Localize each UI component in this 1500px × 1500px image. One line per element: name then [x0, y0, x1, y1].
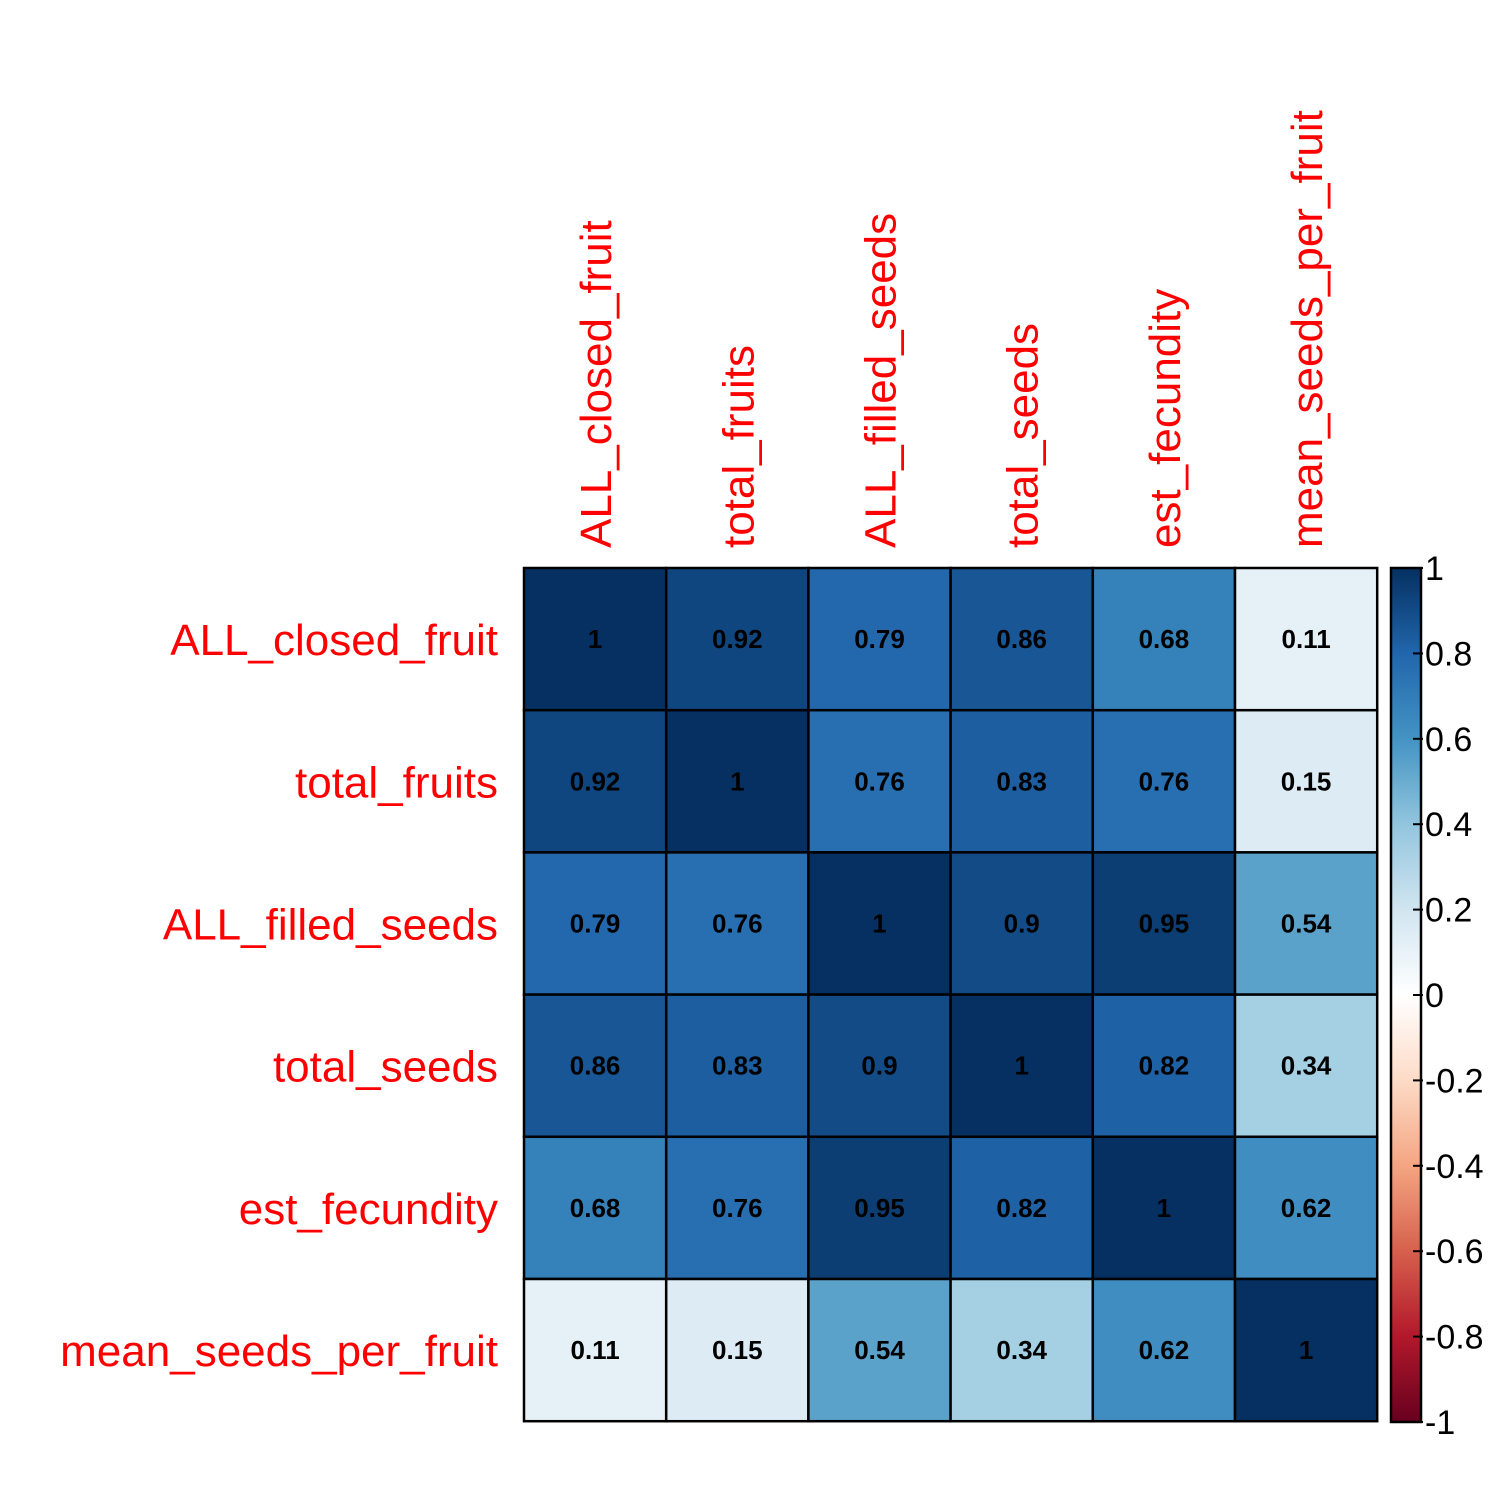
cell-value-label: 0.62 — [1281, 1193, 1332, 1223]
column-label: total_fruits — [714, 345, 763, 548]
column-label: total_seeds — [999, 323, 1048, 548]
cell-value-label: 0.86 — [996, 624, 1047, 654]
cell-value-label: 0.83 — [712, 1051, 763, 1081]
cell-value-label: 0.92 — [712, 624, 763, 654]
cell-value-label: 0.15 — [712, 1335, 763, 1365]
heatmap-cell — [949, 993, 1095, 1139]
heatmap-cell — [664, 993, 810, 1139]
cell-value-label: 0.34 — [1281, 1051, 1332, 1081]
cell-value-label: 0.76 — [1139, 766, 1190, 796]
heatmap-cell — [949, 851, 1095, 996]
heatmap-cell — [1091, 993, 1237, 1139]
colorbar-tick-label: 0 — [1425, 977, 1444, 1015]
heatmap-cell — [664, 708, 810, 854]
cell-value-label: 0.82 — [1139, 1051, 1190, 1081]
heatmap-cell — [522, 566, 668, 712]
heatmap-cell — [1233, 566, 1379, 712]
cell-value-label: 0.92 — [570, 766, 621, 796]
cell-value-label: 0.68 — [570, 1193, 621, 1223]
colorbar-tick-label: -1 — [1425, 1404, 1455, 1442]
heatmap-cell — [1233, 993, 1379, 1139]
colorbar-tick-label: -0.8 — [1425, 1319, 1484, 1357]
heatmap-cell — [949, 1135, 1095, 1281]
row-label: est_fecundity — [239, 1185, 498, 1234]
heatmap-cell — [807, 993, 952, 1139]
cell-value-label: 0.15 — [1281, 766, 1332, 796]
row-label: total_seeds — [273, 1043, 498, 1092]
heatmap-cell — [522, 993, 668, 1139]
cell-value-label: 0.95 — [1139, 909, 1190, 939]
heatmap-cell — [949, 1277, 1095, 1423]
heatmap-cell — [664, 851, 810, 996]
colorbar-tick-label: 0.6 — [1425, 721, 1472, 759]
heatmap-cell — [522, 1277, 668, 1423]
cell-value-label: 1 — [730, 766, 744, 796]
cell-value-label: 0.79 — [854, 624, 905, 654]
row-labels: ALL_closed_fruit total_fruits ALL_filled_s… — [60, 616, 498, 1376]
heatmap-cell — [949, 708, 1095, 854]
row-label: ALL_filled_seeds — [163, 901, 498, 950]
column-labels: ALL_closed_fruit total_fruits ALL_filled_s… — [572, 110, 1332, 548]
colorbar-tick-label: -0.2 — [1425, 1062, 1484, 1100]
heatmap-cell — [1091, 1277, 1237, 1423]
heatmap-cell — [1091, 1135, 1237, 1281]
cell-value-label: 1 — [1157, 1193, 1171, 1223]
cell-value-label: 0.86 — [570, 1051, 621, 1081]
colorbar-tick-label: 0.2 — [1425, 892, 1472, 930]
column-label: ALL_filled_seeds — [857, 213, 906, 548]
column-label: mean_seeds_per_fruit — [1283, 110, 1332, 548]
cell-value-label: 0.76 — [712, 1193, 763, 1223]
colorbar: 1 0.8 0.6 0.4 0.2 0 -0.2 -0.4 -0.6 -0.8 -1 — [1389, 550, 1484, 1442]
cell-value-label: 0.9 — [861, 1051, 897, 1081]
heatmap-cells: 1 0.92 0.79 0.86 0.68 0.11 0.92 1 0.76 0.83 0.76 0.… — [522, 566, 1379, 1423]
heatmap-cell — [1233, 708, 1379, 854]
colorbar-tick-label: -0.4 — [1425, 1148, 1484, 1186]
heatmap-cell — [1233, 851, 1379, 996]
row-label: ALL_closed_fruit — [170, 616, 498, 665]
cell-value-label: 0.9 — [1004, 909, 1040, 939]
heatmap-cell — [1091, 851, 1237, 996]
cell-value-label: 1 — [588, 624, 602, 654]
colorbar-tick-label: -0.6 — [1425, 1233, 1484, 1271]
cell-value-label: 0.76 — [854, 766, 905, 796]
cell-value-label: 0.54 — [854, 1335, 905, 1365]
cell-value-label: 0.62 — [1139, 1335, 1190, 1365]
heatmap-cell — [1233, 1135, 1379, 1281]
cell-value-label: 0.34 — [996, 1335, 1047, 1365]
colorbar-tick-label: 0.4 — [1425, 806, 1472, 844]
row-label: mean_seeds_per_fruit — [60, 1327, 498, 1376]
cell-value-label: 0.68 — [1139, 624, 1190, 654]
cell-value-label: 0.83 — [996, 766, 1047, 796]
cell-value-label: 1 — [1014, 1051, 1028, 1081]
cell-value-label: 0.11 — [571, 1335, 620, 1365]
column-label: ALL_closed_fruit — [572, 220, 621, 548]
cell-value-label: 0.76 — [712, 909, 763, 939]
heatmap-cell — [1233, 1277, 1379, 1423]
colorbar-tick-label: 0.8 — [1425, 635, 1472, 673]
column-label: est_fecundity — [1141, 289, 1190, 548]
heatmap-cell — [522, 1135, 668, 1281]
heatmap-cell — [664, 566, 810, 712]
cell-value-label: 0.54 — [1281, 909, 1332, 939]
row-label: total_fruits — [295, 758, 498, 807]
cell-value-label: 0.95 — [854, 1193, 905, 1223]
cell-value-label: 0.82 — [996, 1193, 1047, 1223]
cell-value-label: 0.79 — [570, 909, 621, 939]
cell-value-label: 0.11 — [1282, 624, 1331, 654]
cell-value-label: 1 — [872, 909, 886, 939]
cell-value-label: 1 — [1299, 1335, 1313, 1365]
heatmap-cell — [807, 1135, 952, 1281]
heatmap-cell — [807, 566, 952, 712]
colorbar-tick-label: 1 — [1425, 550, 1444, 588]
